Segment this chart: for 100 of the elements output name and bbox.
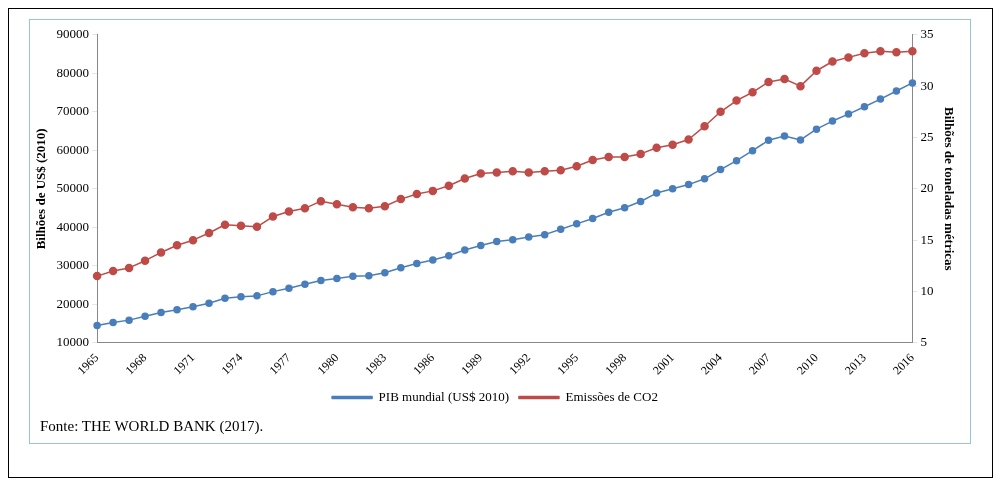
point xyxy=(156,248,166,257)
point xyxy=(204,228,214,238)
point xyxy=(524,168,533,177)
source-note: Fonte: THE WORLD BANK (2017). xyxy=(39,417,265,436)
point xyxy=(412,189,422,199)
point xyxy=(157,308,165,317)
point xyxy=(124,263,134,273)
point xyxy=(364,204,374,213)
point xyxy=(572,220,581,228)
point xyxy=(349,272,357,280)
point xyxy=(620,152,629,162)
point xyxy=(620,203,629,212)
point xyxy=(476,169,486,178)
point xyxy=(93,321,101,330)
point xyxy=(812,66,821,75)
point xyxy=(684,180,693,189)
point xyxy=(365,272,373,280)
point xyxy=(668,140,677,149)
point xyxy=(860,103,869,111)
point xyxy=(380,202,390,211)
point xyxy=(908,79,917,87)
point xyxy=(700,175,709,183)
y2-axis-title: Bilhões de toneladas métricas xyxy=(941,107,957,271)
y-tick-label: 80000 xyxy=(56,64,90,80)
y-tick-label: 50000 xyxy=(56,180,90,196)
point xyxy=(332,199,342,209)
y2-tick-label: 10 xyxy=(920,282,934,298)
y2-tick-label: 15 xyxy=(920,231,934,247)
point xyxy=(317,276,325,285)
point xyxy=(172,241,182,250)
y-tick-label: 10000 xyxy=(56,334,90,350)
point xyxy=(780,132,789,140)
point xyxy=(732,96,741,105)
point xyxy=(300,204,310,213)
point xyxy=(844,110,853,118)
y-tick-label: 70000 xyxy=(56,103,90,119)
point xyxy=(285,284,293,292)
point xyxy=(397,264,405,272)
point xyxy=(444,181,454,190)
point xyxy=(348,203,358,212)
point xyxy=(109,318,117,327)
point xyxy=(604,152,613,162)
point xyxy=(220,220,230,230)
point xyxy=(700,121,709,131)
point xyxy=(604,208,613,217)
point xyxy=(445,252,453,260)
y-tick-label: 30000 xyxy=(56,257,90,273)
point xyxy=(828,117,837,125)
point xyxy=(588,155,597,165)
point xyxy=(844,53,853,62)
point xyxy=(493,237,501,246)
point xyxy=(333,274,341,283)
legend-label: Emissões de CO2 xyxy=(565,388,658,404)
point xyxy=(556,166,565,175)
point xyxy=(652,143,661,152)
y-tick-label: 60000 xyxy=(56,141,90,157)
point xyxy=(284,207,294,216)
y2-tick-label: 5 xyxy=(920,334,927,350)
point xyxy=(716,165,725,174)
point xyxy=(764,136,773,145)
point xyxy=(668,185,677,193)
point xyxy=(684,135,693,144)
point xyxy=(556,225,565,234)
point xyxy=(796,136,805,144)
point xyxy=(92,271,102,281)
point xyxy=(237,292,245,301)
point xyxy=(268,212,278,221)
y-tick-label: 20000 xyxy=(56,295,90,311)
x-tick-label: 1971 xyxy=(170,350,198,378)
point xyxy=(828,57,837,66)
y-tick-label: 90000 xyxy=(56,26,90,42)
point xyxy=(636,197,645,206)
point xyxy=(588,214,597,223)
point xyxy=(748,146,757,155)
point xyxy=(189,302,197,311)
point xyxy=(716,107,725,117)
point xyxy=(429,256,437,264)
x-tick-label: 1980 xyxy=(314,350,342,378)
point xyxy=(188,235,198,245)
point xyxy=(540,167,549,176)
point xyxy=(252,222,262,232)
x-tick-label: 1968 xyxy=(122,350,150,378)
point xyxy=(876,46,885,56)
point xyxy=(108,266,118,276)
point xyxy=(652,189,661,197)
point xyxy=(413,259,421,268)
point xyxy=(764,77,773,87)
point xyxy=(269,287,277,296)
point xyxy=(812,125,821,133)
point xyxy=(892,87,901,95)
y2-tick-label: 25 xyxy=(920,128,934,144)
point xyxy=(876,95,885,103)
point xyxy=(636,149,645,159)
point xyxy=(236,221,246,231)
y2-tick-label: 30 xyxy=(920,77,934,93)
y-axis-title: Bilhões de US$ (2010) xyxy=(33,128,49,250)
point xyxy=(205,299,213,307)
point xyxy=(173,305,181,314)
point xyxy=(540,230,549,239)
point xyxy=(461,246,469,254)
